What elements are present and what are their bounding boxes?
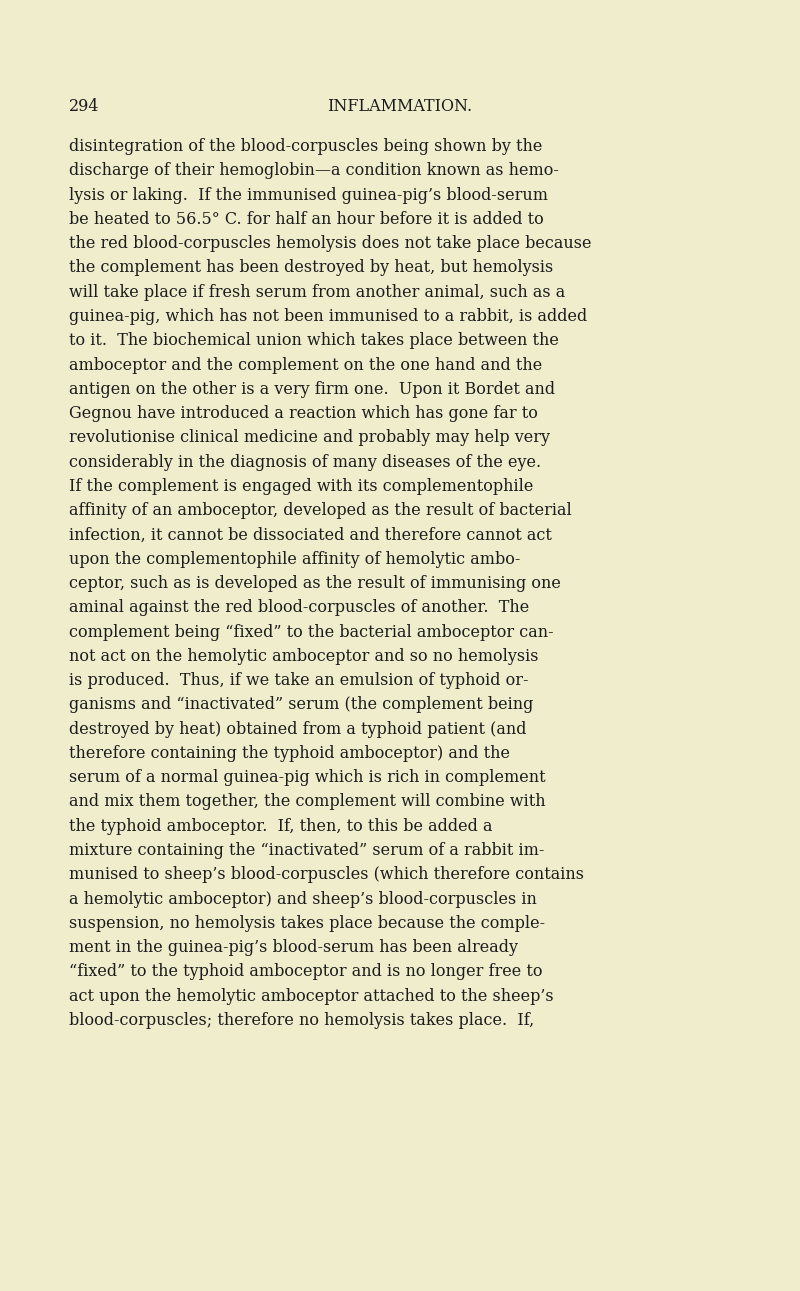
Text: will take place if fresh serum from another animal, such as a: will take place if fresh serum from anot… xyxy=(69,284,565,301)
Text: and mix them together, the complement will combine with: and mix them together, the complement wi… xyxy=(69,794,546,811)
Text: antigen on the other is a very firm one.  Upon it Bordet and: antigen on the other is a very firm one.… xyxy=(69,381,555,398)
Text: munised to sheep’s blood-corpuscles (which therefore contains: munised to sheep’s blood-corpuscles (whi… xyxy=(69,866,584,883)
Text: considerably in the diagnosis of many diseases of the eye.: considerably in the diagnosis of many di… xyxy=(69,453,541,471)
Text: is produced.  Thus, if we take an emulsion of typhoid or-: is produced. Thus, if we take an emulsio… xyxy=(69,673,528,689)
Text: suspension, no hemolysis takes place because the comple-: suspension, no hemolysis takes place bec… xyxy=(69,915,545,932)
Text: lysis or laking.  If the immunised guinea-pig’s blood-serum: lysis or laking. If the immunised guinea… xyxy=(69,187,548,204)
Text: Gegnou have introduced a reaction which has gone far to: Gegnou have introduced a reaction which … xyxy=(69,405,538,422)
Text: the complement has been destroyed by heat, but hemolysis: the complement has been destroyed by hea… xyxy=(69,259,553,276)
Text: “fixed” to the typhoid amboceptor and is no longer free to: “fixed” to the typhoid amboceptor and is… xyxy=(69,963,542,980)
Text: serum of a normal guinea-pig which is rich in complement: serum of a normal guinea-pig which is ri… xyxy=(69,769,546,786)
Text: aminal against the red blood-corpuscles of another.  The: aminal against the red blood-corpuscles … xyxy=(69,599,529,616)
Text: 294: 294 xyxy=(69,98,99,115)
Text: affinity of an amboceptor, developed as the result of bacterial: affinity of an amboceptor, developed as … xyxy=(69,502,571,519)
Text: upon the complementophile affinity of hemolytic ambo-: upon the complementophile affinity of he… xyxy=(69,551,520,568)
Text: ceptor, such as is developed as the result of immunising one: ceptor, such as is developed as the resu… xyxy=(69,574,561,593)
Text: therefore containing the typhoid amboceptor) and the: therefore containing the typhoid ambocep… xyxy=(69,745,510,762)
Text: disintegration of the blood-corpuscles being shown by the: disintegration of the blood-corpuscles b… xyxy=(69,138,542,155)
Text: discharge of their hemoglobin—a condition known as hemo-: discharge of their hemoglobin—a conditio… xyxy=(69,163,558,179)
Text: blood-corpuscles; therefore no hemolysis takes place.  If,: blood-corpuscles; therefore no hemolysis… xyxy=(69,1012,534,1029)
Text: ganisms and “inactivated” serum (the complement being: ganisms and “inactivated” serum (the com… xyxy=(69,696,533,714)
Text: guinea-pig, which has not been immunised to a rabbit, is added: guinea-pig, which has not been immunised… xyxy=(69,309,587,325)
Text: complement being “fixed” to the bacterial amboceptor can-: complement being “fixed” to the bacteria… xyxy=(69,624,554,640)
Text: If the complement is engaged with its complementophile: If the complement is engaged with its co… xyxy=(69,478,533,494)
Text: infection, it cannot be dissociated and therefore cannot act: infection, it cannot be dissociated and … xyxy=(69,527,552,544)
Text: not act on the hemolytic amboceptor and so no hemolysis: not act on the hemolytic amboceptor and … xyxy=(69,648,538,665)
Text: the red blood-corpuscles hemolysis does not take place because: the red blood-corpuscles hemolysis does … xyxy=(69,235,591,252)
Text: to it.  The biochemical union which takes place between the: to it. The biochemical union which takes… xyxy=(69,332,558,350)
Text: mixture containing the “inactivated” serum of a rabbit im-: mixture containing the “inactivated” ser… xyxy=(69,842,544,859)
Text: the typhoid amboceptor.  If, then, to this be added a: the typhoid amboceptor. If, then, to thi… xyxy=(69,817,492,835)
Text: revolutionise clinical medicine and probably may help very: revolutionise clinical medicine and prob… xyxy=(69,430,550,447)
Text: INFLAMMATION.: INFLAMMATION. xyxy=(327,98,473,115)
Text: be heated to 56.5° C. for half an hour before it is added to: be heated to 56.5° C. for half an hour b… xyxy=(69,210,543,229)
Text: amboceptor and the complement on the one hand and the: amboceptor and the complement on the one… xyxy=(69,356,542,373)
Text: act upon the hemolytic amboceptor attached to the sheep’s: act upon the hemolytic amboceptor attach… xyxy=(69,988,554,1004)
Text: a hemolytic amboceptor) and sheep’s blood-corpuscles in: a hemolytic amboceptor) and sheep’s bloo… xyxy=(69,891,537,908)
Text: ment in the guinea-pig’s blood-serum has been already: ment in the guinea-pig’s blood-serum has… xyxy=(69,939,518,957)
Text: destroyed by heat) obtained from a typhoid patient (and: destroyed by heat) obtained from a typho… xyxy=(69,720,526,737)
